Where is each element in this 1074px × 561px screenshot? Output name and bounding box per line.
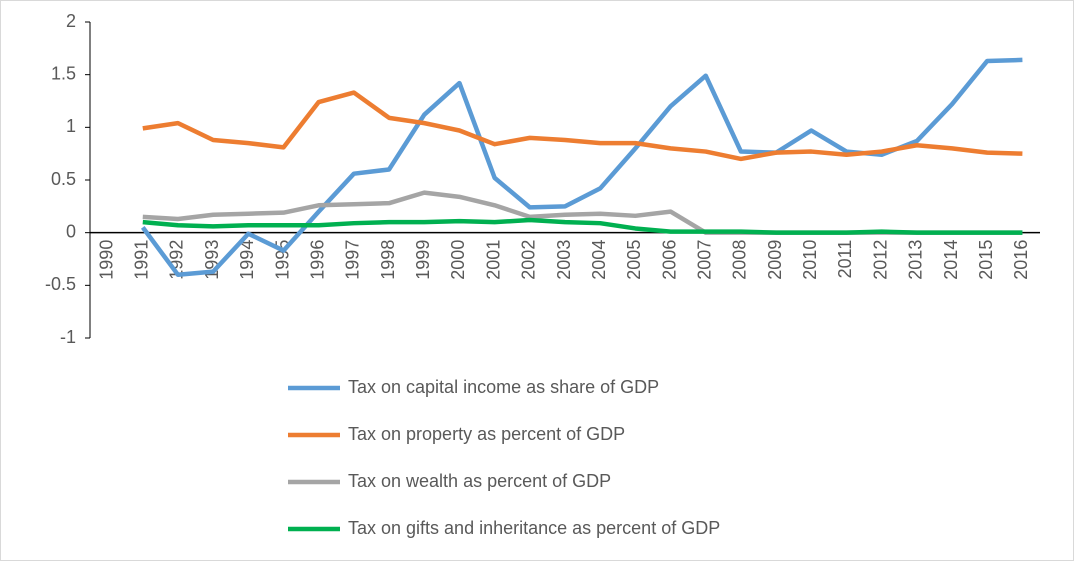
y-tick-label: 1 (66, 116, 76, 136)
x-tick-label: 2007 (694, 240, 714, 280)
x-tick-label: 1990 (96, 240, 116, 280)
x-tick-label: 1991 (132, 240, 152, 280)
x-tick-label: 1999 (413, 240, 433, 280)
x-tick-label: 2009 (765, 240, 785, 280)
series-line (142, 217, 1023, 235)
x-tick-label: 2002 (519, 240, 539, 280)
x-tick-label: 1997 (343, 240, 363, 280)
x-tick-label: 2005 (624, 240, 644, 280)
x-tick-label: 2001 (483, 240, 503, 280)
y-tick-label: 0 (66, 221, 76, 241)
x-tick-label: 2016 (1011, 240, 1031, 280)
x-tick-label: 2008 (730, 240, 750, 280)
x-tick-label: 2000 (448, 240, 468, 280)
x-tick-label: 2012 (870, 240, 890, 280)
x-tick-label: 2013 (906, 240, 926, 280)
x-tick-label: 2014 (941, 240, 961, 280)
y-tick-label: 1.5 (51, 63, 76, 83)
x-tick-label: 2006 (659, 240, 679, 280)
x-tick-label: 1998 (378, 240, 398, 280)
y-tick-label: -0.5 (45, 274, 76, 294)
y-tick-label: 2 (66, 11, 76, 31)
x-tick-label: 2010 (800, 240, 820, 280)
x-tick-label: 2015 (976, 240, 996, 280)
x-tick-label: 1996 (307, 240, 327, 280)
y-tick-label: -1 (60, 327, 76, 347)
legend-label: Tax on gifts and inheritance as percent … (348, 518, 720, 538)
legend-label: Tax on property as percent of GDP (348, 424, 625, 444)
x-tick-label: 2003 (554, 240, 574, 280)
legend-label: Tax on capital income as share of GDP (348, 377, 659, 397)
series-line (142, 90, 1023, 162)
x-tick-label: 2004 (589, 240, 609, 280)
x-tick-label: 1994 (237, 240, 257, 280)
y-tick-label: 0.5 (51, 169, 76, 189)
x-tick-label: 2011 (835, 240, 855, 279)
legend-label: Tax on wealth as percent of GDP (348, 471, 611, 491)
